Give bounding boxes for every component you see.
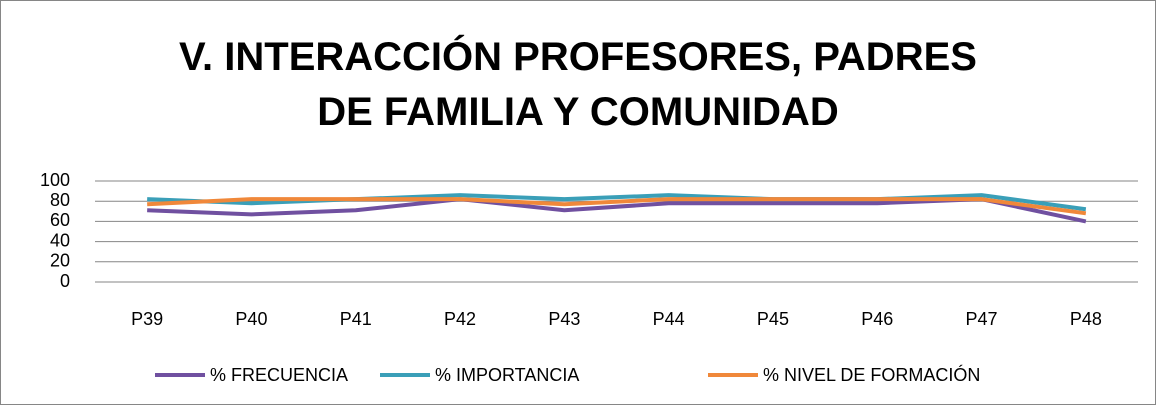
y-tick-label: 60 <box>50 210 70 230</box>
x-tick-label: P41 <box>340 309 372 329</box>
x-tick-label: P46 <box>861 309 893 329</box>
legend-label: % NIVEL DE FORMACIÓN <box>763 364 980 385</box>
x-tick-label: P39 <box>131 309 163 329</box>
legend-label: % FRECUENCIA <box>210 365 348 385</box>
y-tick-label: 40 <box>50 230 70 250</box>
y-tick-label: 80 <box>50 190 70 210</box>
x-tick-label: P44 <box>653 309 685 329</box>
x-tick-label: P47 <box>966 309 998 329</box>
legend-label: % IMPORTANCIA <box>435 365 579 385</box>
x-tick-label: P48 <box>1070 309 1102 329</box>
y-tick-label: 100 <box>40 170 70 190</box>
x-tick-label: P43 <box>548 309 580 329</box>
series-line <box>147 197 1087 224</box>
x-tick-label: P42 <box>444 309 476 329</box>
x-tick-label: P45 <box>757 309 789 329</box>
y-tick-label: 20 <box>50 251 70 271</box>
chart-title: V. INTERACCIÓN PROFESORES, PADRES DE FAM… <box>179 35 977 134</box>
series-line <box>147 193 1087 212</box>
series-line <box>147 197 1087 216</box>
y-tick-label: 0 <box>60 271 70 291</box>
x-tick-label: P40 <box>235 309 267 329</box>
